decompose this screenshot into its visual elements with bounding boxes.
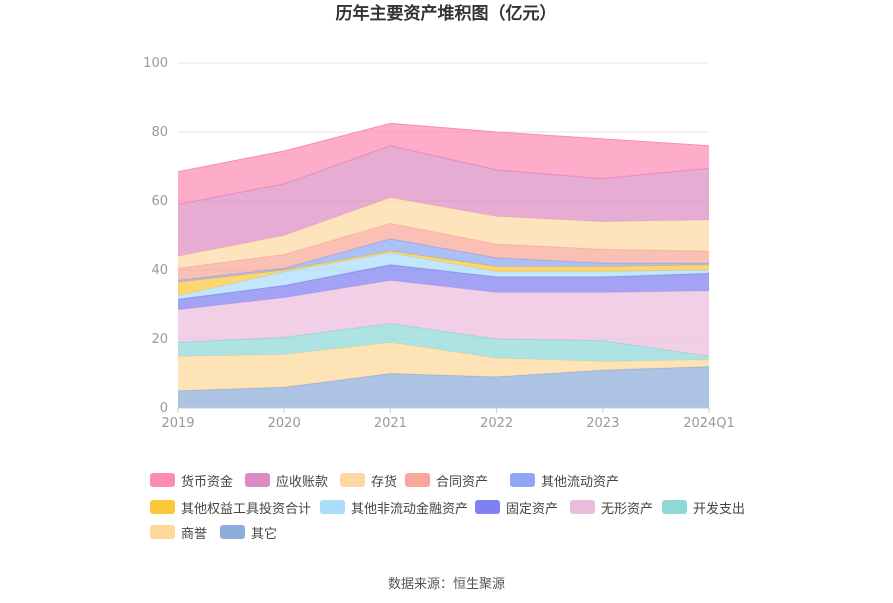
area-4 — [178, 264, 709, 310]
legend-item[interactable]: 货币资金 — [150, 471, 234, 490]
legend-item[interactable]: 其他流动资产 — [510, 471, 620, 490]
legend-item[interactable]: 商誉 — [150, 523, 208, 542]
x-tick-label: 2019 — [161, 416, 194, 431]
area-1 — [178, 342, 709, 391]
legend-item[interactable]: 其他权益工具投资合计 — [150, 498, 312, 517]
legend-label: 其它 — [251, 526, 278, 542]
area-9 — [178, 197, 709, 269]
legend-label: 其他非流动金融资产 — [351, 501, 469, 517]
legend-item[interactable]: 存货 — [340, 471, 398, 490]
y-tick-label: 20 — [151, 332, 168, 347]
area-0 — [178, 366, 709, 408]
stacked-areas — [177, 122, 710, 408]
legend-item[interactable]: 无形资产 — [570, 498, 654, 517]
legend-item[interactable]: 开发支出 — [662, 498, 746, 517]
legend-item[interactable]: 其他非流动金融资产 — [320, 498, 469, 517]
legend-label: 商誉 — [181, 526, 208, 542]
legend-label: 固定资产 — [506, 501, 559, 517]
legend-swatch — [405, 473, 430, 487]
x-tick-label: 2023 — [586, 416, 619, 431]
legend-swatch — [150, 500, 175, 514]
y-tick-label: 60 — [151, 194, 168, 209]
x-tick-label: 2020 — [268, 416, 301, 431]
legend-label: 应收账款 — [276, 474, 329, 490]
y-tick-label: 0 — [160, 401, 168, 416]
legend-item[interactable]: 应收账款 — [245, 471, 329, 490]
legend-swatch — [340, 473, 365, 487]
area-6 — [178, 251, 709, 296]
x-tick-label: 2022 — [480, 416, 513, 431]
legend-swatch — [245, 473, 270, 487]
line-11 — [177, 122, 710, 173]
legend-swatch — [570, 500, 595, 514]
legend-swatch — [662, 500, 687, 514]
legend-label: 开发支出 — [693, 501, 746, 517]
legend-label: 无形资产 — [601, 501, 654, 517]
legend-swatch — [150, 473, 175, 487]
axes: 0 20 40 60 80 100 2019 2020 2021 2022 2023 2024Q1 — [143, 56, 735, 431]
series-11 — [177, 122, 710, 205]
legend-swatch — [220, 525, 245, 539]
area-11 — [178, 123, 709, 205]
x-tick-label: 2024Q1 — [683, 416, 735, 431]
legend-item[interactable]: 固定资产 — [475, 498, 559, 517]
source-note: 数据来源：恒生聚源 — [387, 577, 505, 592]
area-5 — [178, 252, 709, 300]
legend-swatch — [475, 500, 500, 514]
legend-label: 合同资产 — [436, 474, 489, 490]
y-tick-label: 40 — [151, 263, 168, 278]
legend-label: 存货 — [371, 474, 398, 490]
area-2 — [178, 323, 709, 362]
chart-title: 历年主要资产堆积图（亿元） — [336, 3, 557, 24]
area-3 — [178, 280, 709, 357]
x-tick-label: 2021 — [374, 416, 407, 431]
y-tick-label: 100 — [143, 56, 168, 71]
legend-item[interactable]: 其它 — [220, 523, 278, 542]
y-tick-label: 80 — [151, 125, 168, 140]
legend-label: 货币资金 — [181, 474, 234, 490]
legend-label: 其他权益工具投资合计 — [181, 501, 312, 517]
legend-swatch — [150, 525, 175, 539]
area-10 — [178, 145, 709, 257]
legend-swatch — [510, 473, 535, 487]
legend-item[interactable]: 合同资产 — [405, 471, 489, 490]
legend-label: 其他流动资产 — [541, 474, 620, 490]
area-8 — [178, 223, 709, 281]
legend-swatch — [320, 500, 345, 514]
